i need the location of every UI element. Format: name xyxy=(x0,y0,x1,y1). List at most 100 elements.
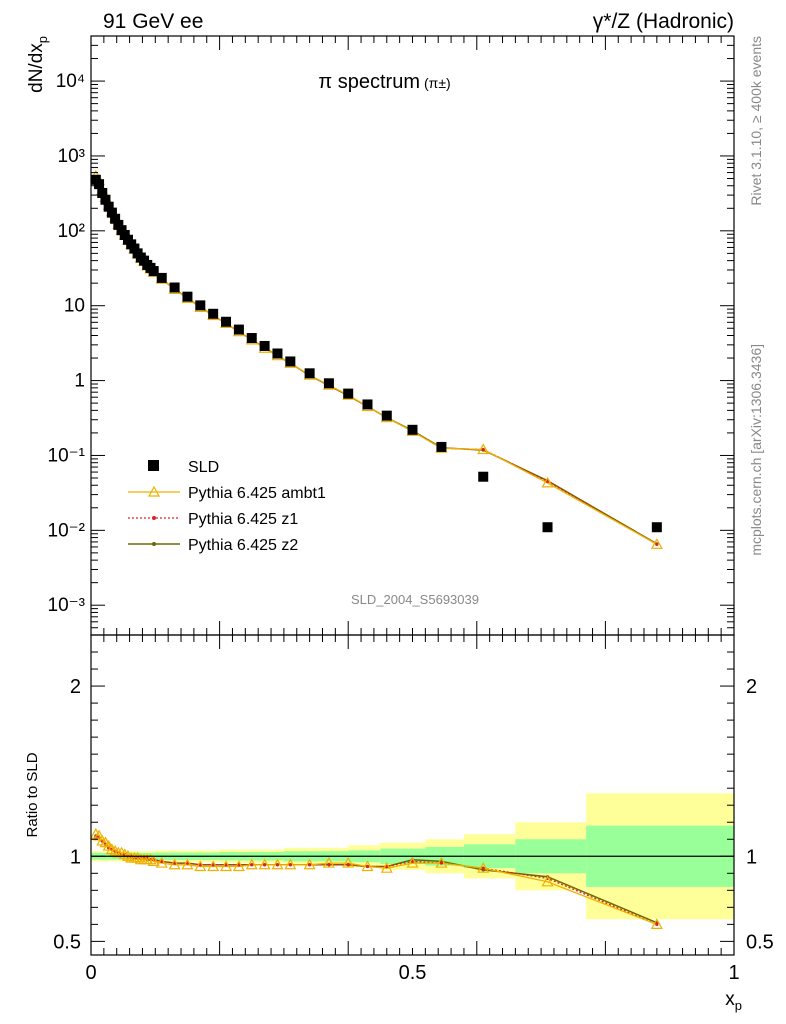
ratio-point-ambt1 xyxy=(118,848,131,860)
ratio-y-tick-label-right: 2 xyxy=(746,676,757,698)
point-z1 xyxy=(481,447,485,452)
point-sld xyxy=(323,378,334,389)
ratio-point-ambt1 xyxy=(144,853,157,865)
legend-marker-ambt1 xyxy=(147,485,161,497)
point-sld xyxy=(651,522,662,533)
ratio-point-z1 xyxy=(365,864,370,869)
point-sld xyxy=(110,213,121,224)
series-line-z1 xyxy=(95,176,658,545)
point-sld xyxy=(381,410,392,421)
ratio-point-ambt1 xyxy=(207,860,220,872)
mcplots-label: mcplots.cern.ch [arXiv:1306.3436] xyxy=(748,344,764,556)
point-sld xyxy=(100,194,111,205)
main-y-tick-label: 10⁻² xyxy=(48,520,86,541)
ratio-point-ambt1 xyxy=(342,856,355,868)
x-tick-label: 0 xyxy=(85,962,96,984)
ratio-point-ambt1 xyxy=(220,860,233,872)
point-sld xyxy=(272,348,283,359)
rivet-label: Rivet 3.1.10, ≥ 400k events xyxy=(748,36,764,206)
ratio-point-ambt1 xyxy=(89,827,102,839)
point-sld xyxy=(233,324,244,335)
main-y-tick-label: 10⁻¹ xyxy=(48,445,86,466)
point-sld xyxy=(407,424,418,435)
ratio-point-ambt1 xyxy=(361,860,374,872)
point-sld xyxy=(259,340,270,351)
legend-marker-sld xyxy=(148,460,159,471)
ratio-point-z1 xyxy=(439,861,444,865)
ratio-point-z1 xyxy=(275,863,280,867)
ratio-point-ambt1 xyxy=(96,834,109,846)
main-plot-area xyxy=(89,169,663,549)
ratio-point-ambt1 xyxy=(380,861,393,873)
analysis-id: SLD_2004_S5693039 xyxy=(351,592,479,607)
point-sld xyxy=(97,188,108,199)
point-sld xyxy=(285,356,296,367)
main-title-sub: (π±) xyxy=(424,75,451,91)
point-z1 xyxy=(545,479,550,484)
point-ambt1 xyxy=(650,538,663,549)
point-sld xyxy=(106,207,117,218)
point-sld xyxy=(478,471,489,482)
main-axes: 10⁻³ 10⁻² 10⁻¹ 1 10 10² 10³ 10⁴ xyxy=(48,35,735,636)
ratio-y-tick-label: 0.5 xyxy=(53,931,81,953)
ratio-y-tick-label: 2 xyxy=(70,676,81,698)
ratio-point-ambt1 xyxy=(168,858,181,870)
legend-label: SLD xyxy=(188,459,219,476)
ratio-point-z1 xyxy=(327,863,331,867)
header-right: γ*/Z (Hadronic) xyxy=(593,10,734,33)
point-sld xyxy=(246,333,257,344)
ratio-point-ambt1 xyxy=(155,856,168,868)
ratio-point-z1 xyxy=(655,922,659,926)
ratio-point-z1 xyxy=(346,863,350,867)
main-y-tick-label: 10 xyxy=(64,296,85,317)
main-y-tick-label: 10⁻³ xyxy=(48,595,86,616)
point-sld xyxy=(94,179,105,190)
ratio-line-z1 xyxy=(95,836,658,925)
ratio-point-ambt1 xyxy=(109,844,122,856)
point-sld xyxy=(343,388,354,399)
point-sld xyxy=(182,291,193,302)
ratio-point-ambt1 xyxy=(271,858,284,870)
ratio-point-ambt1 xyxy=(245,858,258,870)
ratio-plot-area xyxy=(89,827,663,929)
point-sld xyxy=(304,368,315,379)
ratio-point-ambt1 xyxy=(650,918,663,929)
ratio-y-tick-label-right: 1 xyxy=(746,846,757,868)
ratio-y-tick-label: 1 xyxy=(70,846,81,868)
main-y-tick-label: 10² xyxy=(58,221,85,242)
point-sld xyxy=(156,272,167,283)
point-sld xyxy=(221,316,232,327)
x-tick-label: 0.5 xyxy=(399,962,427,984)
ratio-y-tick-label-right: 0.5 xyxy=(746,931,774,953)
ratio-point-ambt1 xyxy=(435,856,448,868)
ratio-point-z1 xyxy=(288,863,292,867)
ratio-point-z1 xyxy=(263,863,267,867)
point-sld xyxy=(436,441,447,452)
legend: SLD Pythia 6.425 ambt1 Pythia 6.425 z1 Pyth… xyxy=(128,459,326,554)
point-z1 xyxy=(655,542,659,546)
ratio-point-ambt1 xyxy=(303,858,316,870)
ratio-point-ambt1 xyxy=(105,843,118,855)
point-sld xyxy=(103,201,114,212)
point-ambt1 xyxy=(541,476,554,488)
ratio-point-ambt1 xyxy=(147,855,160,866)
main-y-tick-label: 10³ xyxy=(58,146,85,167)
point-sld xyxy=(362,399,373,410)
ratio-point-ambt1 xyxy=(194,860,207,872)
ratio-point-z1 xyxy=(481,866,485,870)
main-title: π spectrum xyxy=(318,71,420,93)
ratio-xlabel: xp xyxy=(725,989,742,1013)
ratio-point-ambt1 xyxy=(258,858,271,870)
ratio-point-ambt1 xyxy=(322,856,335,868)
ratio-axes: 0.5 0.51 12 20 0.5 1 xyxy=(53,635,774,984)
legend-label: Pythia 6.425 z2 xyxy=(188,537,298,554)
x-tick-label: 1 xyxy=(728,962,739,984)
ratio-point-z1 xyxy=(250,863,254,867)
legend-label: Pythia 6.425 z1 xyxy=(188,511,298,528)
ratio-point-ambt1 xyxy=(232,860,245,872)
point-sld xyxy=(195,300,206,311)
ratio-point-ambt1 xyxy=(406,856,419,868)
ratio-point-ambt1 xyxy=(541,875,554,887)
point-sld xyxy=(542,522,553,533)
